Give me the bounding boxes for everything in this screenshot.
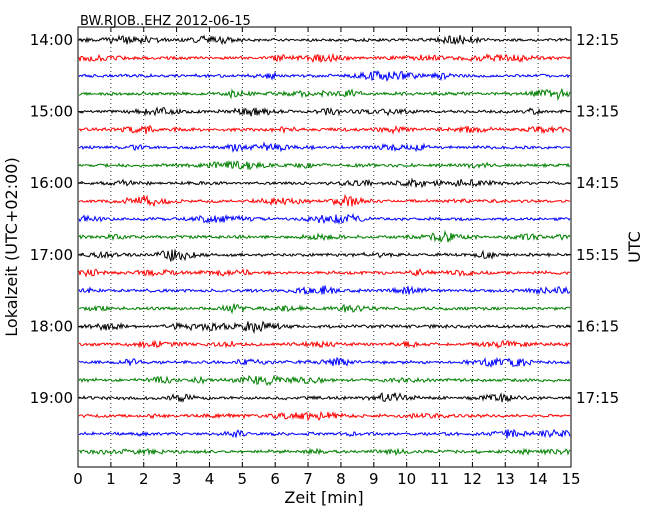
trace-line [78,70,571,82]
y-tick-label-right: 14:15 [576,174,619,192]
y-tick-label-left: 16:00 [30,174,73,192]
trace-line [78,177,571,189]
trace-line [78,268,571,278]
trace-line [78,141,571,153]
trace-line [78,106,571,117]
trace-line [78,285,571,296]
x-tick-label: 15 [561,470,580,488]
trace-line [78,229,571,243]
y-axis-label-right: UTC [625,231,644,263]
seismogram-traces [78,34,571,457]
trace-line [78,339,571,350]
plot-frame [77,26,572,468]
x-tick-label: 2 [139,470,149,488]
trace-line [78,212,571,225]
y-tick-label-left: 18:00 [30,317,73,335]
x-axis-label: Zeit [min] [284,488,363,507]
trace-line [78,410,571,422]
y-tick-label-left: 15:00 [30,103,73,121]
trace-line [78,159,571,171]
x-tick-label: 13 [496,470,515,488]
y-tick-label-right: 13:15 [576,103,619,121]
trace-line [78,124,571,135]
trace-line [78,303,571,315]
y-tick-label-left: 17:00 [30,246,73,264]
x-tick-label: 3 [172,470,182,488]
y-tick-label-right: 15:15 [576,246,619,264]
chart-title: BW.RJOB..EHZ 2012-06-15 [80,14,251,29]
x-tick-label: 8 [336,470,346,488]
trace-line [78,428,571,439]
vertical-grid [110,27,539,467]
trace-line [78,447,571,457]
y-tick-label-right: 17:15 [576,389,619,407]
x-tick-label: 10 [397,470,416,488]
trace-line [78,194,571,207]
x-tick-label: 11 [430,470,449,488]
trace-line [78,320,571,335]
x-tick-label: 0 [73,470,83,488]
y-tick-label-left: 14:00 [30,31,73,49]
y-tick-label-right: 16:15 [576,317,619,335]
x-tick-label: 1 [106,470,116,488]
trace-line [78,392,571,403]
x-tick-label: 6 [270,470,280,488]
trace-line [78,34,571,46]
y-tick-label-right: 12:15 [576,31,619,49]
trace-line [78,88,571,102]
trace-line [78,374,571,387]
y-axis-ticks: 14:00 12:15 15:00 13:15 16:00 14:15 17:00 15:15… [30,31,619,407]
trace-line [78,52,571,64]
y-axis-label-left: Lokalzeit (UTC+02:00) [2,157,21,336]
x-tick-label: 12 [463,470,482,488]
x-tick-label: 5 [238,470,248,488]
trace-line [78,249,571,262]
x-tick-label: 9 [369,470,379,488]
y-tick-label-left: 19:00 [30,389,73,407]
x-tick-label: 14 [529,470,548,488]
x-tick-label: 7 [303,470,313,488]
trace-line [78,356,571,368]
x-tick-label: 4 [205,470,215,488]
x-axis-ticks: 0 1 2 3 4 5 6 7 8 9 10 11 12 13 14 15 [73,27,581,488]
